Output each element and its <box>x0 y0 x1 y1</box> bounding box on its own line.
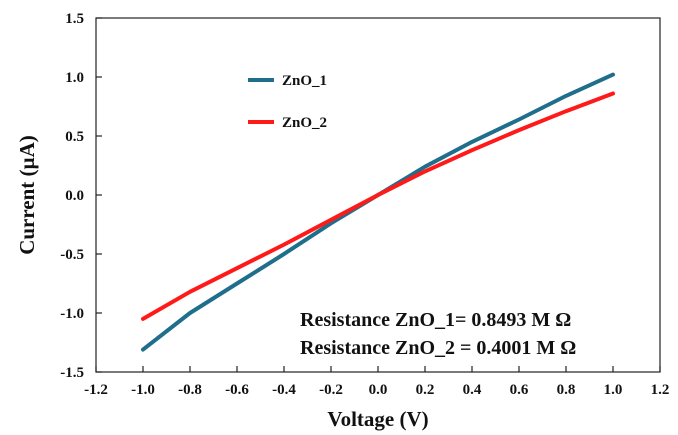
y-tick-label: 0.0 <box>65 188 84 204</box>
resistance-annotation-zno-1: Resistance ZnO_1= 0.8493 M Ω <box>300 309 571 331</box>
x-axis-label: Voltage (V) <box>327 407 428 431</box>
x-tick-label: 0.2 <box>416 382 435 398</box>
y-tick-label: -1.5 <box>60 365 84 381</box>
x-tick-label: 0.6 <box>510 382 529 398</box>
y-axis-label: Current (µA) <box>15 135 39 255</box>
y-axis-ticks: -1.5 -1.0 -0.5 0.0 0.5 1.0 1.5 <box>60 11 102 381</box>
x-tick-label: 1.0 <box>604 382 623 398</box>
x-tick-label: -0.8 <box>178 382 202 398</box>
legend-label-zno-1: ZnO_1 <box>282 73 327 89</box>
x-tick-label: 0.8 <box>557 382 576 398</box>
series-lines <box>141 72 615 352</box>
series-line-zno-2 <box>141 91 615 321</box>
x-axis-ticks: -1.2 -1.0 -0.8 -0.6 -0.4 -0.2 0.0 0.2 0.4 0.6 0.8 1… <box>84 366 669 398</box>
x-tick-label: -0.4 <box>272 382 296 398</box>
legend: ZnO_1 ZnO_2 <box>248 73 327 131</box>
x-tick-label: -0.6 <box>225 382 249 398</box>
y-tick-label: -1.0 <box>60 306 84 322</box>
resistance-annotation-zno-2: Resistance ZnO_2 = 0.4001 M Ω <box>300 337 576 359</box>
x-tick-label: 0.4 <box>463 382 482 398</box>
x-tick-label: -0.2 <box>319 382 343 398</box>
y-tick-label: 1.0 <box>65 70 84 86</box>
y-tick-label: 0.5 <box>65 129 84 145</box>
x-tick-label: -1.2 <box>84 382 108 398</box>
y-tick-label: 1.5 <box>65 11 84 27</box>
legend-label-zno-2: ZnO_2 <box>282 115 327 131</box>
x-tick-label: -1.0 <box>131 382 155 398</box>
x-tick-label: 1.2 <box>651 382 670 398</box>
y-tick-label: -0.5 <box>60 247 84 263</box>
x-tick-label: 0.0 <box>369 382 388 398</box>
